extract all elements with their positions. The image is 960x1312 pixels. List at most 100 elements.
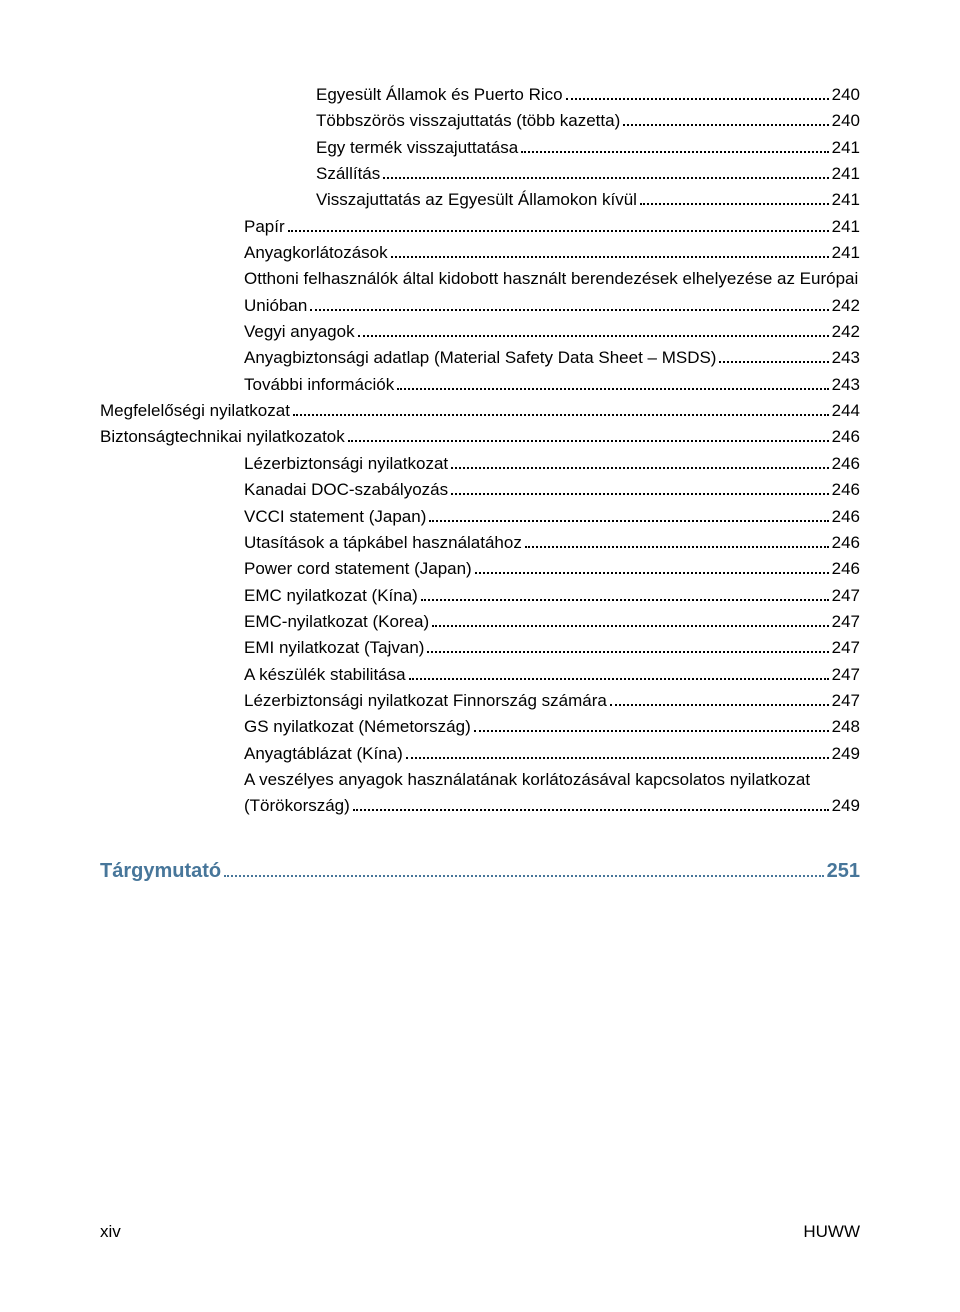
leader-dots — [293, 403, 829, 417]
leader-dots — [474, 719, 829, 733]
toc-entry-continuation[interactable]: (Törökország) 249 — [100, 793, 860, 819]
toc-entry[interactable]: A készülék stabilitása247 — [100, 662, 860, 688]
toc-label: Többszörös visszajuttatás (több kazetta) — [316, 108, 620, 134]
toc-entry[interactable]: GS nyilatkozat (Németország)248 — [100, 714, 860, 740]
toc-entry[interactable]: EMI nyilatkozat (Tajvan) 247 — [100, 635, 860, 661]
toc-entry[interactable]: EMC nyilatkozat (Kína) 247 — [100, 583, 860, 609]
toc-page: 249 — [832, 741, 860, 767]
leader-dots — [432, 613, 828, 627]
toc-entry[interactable]: Egyesült Államok és Puerto Rico 240 — [100, 82, 860, 108]
toc-label: Visszajuttatás az Egyesült Államokon kív… — [316, 187, 637, 213]
toc-page: 246 — [832, 451, 860, 477]
page-footer: xiv HUWW — [100, 1222, 860, 1242]
toc-entry[interactable]: Biztonságtechnikai nyilatkozatok 246 — [100, 424, 860, 450]
toc-entry[interactable]: Többszörös visszajuttatás (több kazetta)… — [100, 108, 860, 134]
toc-label: Anyagbiztonsági adatlap (Material Safety… — [244, 345, 716, 371]
toc-page: 247 — [832, 609, 860, 635]
toc-entry[interactable]: Anyagtáblázat (Kína) 249 — [100, 741, 860, 767]
toc-label: EMI nyilatkozat (Tajvan) — [244, 635, 424, 661]
leader-dots — [421, 587, 829, 601]
leader-dots — [525, 534, 829, 548]
toc-label: Vegyi anyagok — [244, 319, 355, 345]
toc-label: GS nyilatkozat (Németország) — [244, 714, 471, 740]
leader-dots — [406, 745, 829, 759]
toc-entry[interactable]: Megfelelőségi nyilatkozat244 — [100, 398, 860, 424]
toc-entry[interactable]: Szállítás241 — [100, 161, 860, 187]
toc-label: Anyagtáblázat (Kína) — [244, 741, 403, 767]
toc-page: 240 — [832, 108, 860, 134]
leader-dots — [610, 692, 829, 706]
toc-page: 247 — [832, 635, 860, 661]
toc-entry[interactable]: Power cord statement (Japan)246 — [100, 556, 860, 582]
index-label: Tárgymutató — [100, 860, 221, 883]
toc-page: 242 — [832, 319, 860, 345]
toc-page: 246 — [832, 477, 860, 503]
leader-dots — [409, 666, 829, 680]
leader-dots — [451, 482, 829, 496]
leader-dots — [640, 192, 829, 206]
toc-entry[interactable]: További információk243 — [100, 372, 860, 398]
toc-page: 240 — [832, 82, 860, 108]
toc-body: Egyesült Államok és Puerto Rico240Többsz… — [100, 82, 860, 883]
toc-page: 246 — [832, 504, 860, 530]
toc-entry[interactable]: Anyagkorlátozások241 — [100, 240, 860, 266]
toc-label: VCCI statement (Japan) — [244, 504, 426, 530]
toc-entry[interactable]: Papír 241 — [100, 214, 860, 240]
footer-page-number: xiv — [100, 1222, 121, 1242]
toc-label: Utasítások a tápkábel használatához — [244, 530, 522, 556]
toc-label: Megfelelőségi nyilatkozat — [100, 398, 290, 424]
toc-page: 246 — [832, 530, 860, 556]
toc-entry[interactable]: VCCI statement (Japan) 246 — [100, 504, 860, 530]
toc-page: 246 — [832, 424, 860, 450]
index-page: 251 — [827, 860, 860, 883]
leader-dots — [719, 350, 828, 364]
toc-page: 241 — [832, 187, 860, 213]
index-row[interactable]: Tárgymutató 251 — [100, 860, 860, 883]
toc-page: 243 — [832, 345, 860, 371]
leader-dots — [397, 376, 828, 390]
toc-label: Biztonságtechnikai nyilatkozatok — [100, 424, 345, 450]
toc-list: Egyesült Államok és Puerto Rico240Többsz… — [100, 82, 860, 820]
toc-entry-continuation[interactable]: Unióban242 — [100, 293, 860, 319]
toc-entry[interactable]: Utasítások a tápkábel használatához 246 — [100, 530, 860, 556]
toc-label: Anyagkorlátozások — [244, 240, 388, 266]
toc-page: 241 — [832, 214, 860, 240]
toc-entry[interactable]: Kanadai DOC-szabályozás246 — [100, 477, 860, 503]
toc-entry[interactable]: EMC-nyilatkozat (Korea) 247 — [100, 609, 860, 635]
leader-dots — [429, 508, 828, 522]
toc-label: Egy termék visszajuttatása — [316, 135, 518, 161]
toc-label: Egyesült Államok és Puerto Rico — [316, 82, 563, 108]
toc-label: Unióban — [244, 293, 307, 319]
toc-page: 243 — [832, 372, 860, 398]
toc-page: 249 — [832, 793, 860, 819]
toc-entry[interactable]: Otthoni felhasználók által kidobott hasz… — [100, 266, 860, 292]
toc-page: 247 — [832, 662, 860, 688]
leader-dots — [348, 429, 829, 443]
toc-entry[interactable]: Anyagbiztonsági adatlap (Material Safety… — [100, 345, 860, 371]
toc-entry[interactable]: Lézerbiztonsági nyilatkozat Finnország s… — [100, 688, 860, 714]
leader-dots — [566, 86, 829, 100]
leader-dots — [224, 861, 824, 877]
leader-dots — [521, 139, 828, 153]
leader-dots — [383, 165, 828, 179]
leader-dots — [288, 218, 829, 232]
leader-dots — [391, 244, 829, 258]
toc-label: Szállítás — [316, 161, 380, 187]
toc-entry[interactable]: Visszajuttatás az Egyesült Államokon kív… — [100, 187, 860, 213]
leader-dots — [427, 640, 828, 654]
leader-dots — [358, 324, 829, 338]
toc-entry[interactable]: Vegyi anyagok 242 — [100, 319, 860, 345]
toc-entry[interactable]: A veszélyes anyagok használatának korlát… — [100, 767, 860, 793]
toc-entry[interactable]: Egy termék visszajuttatása 241 — [100, 135, 860, 161]
leader-dots — [310, 297, 828, 311]
footer-right: HUWW — [803, 1222, 860, 1242]
leader-dots — [623, 113, 828, 127]
toc-page: 241 — [832, 135, 860, 161]
toc-label: EMC nyilatkozat (Kína) — [244, 583, 418, 609]
leader-dots — [451, 455, 829, 469]
toc-label: (Törökország) — [244, 793, 350, 819]
toc-page: 247 — [832, 583, 860, 609]
toc-label: Papír — [244, 214, 285, 240]
toc-label: EMC-nyilatkozat (Korea) — [244, 609, 429, 635]
toc-entry[interactable]: Lézerbiztonsági nyilatkozat246 — [100, 451, 860, 477]
